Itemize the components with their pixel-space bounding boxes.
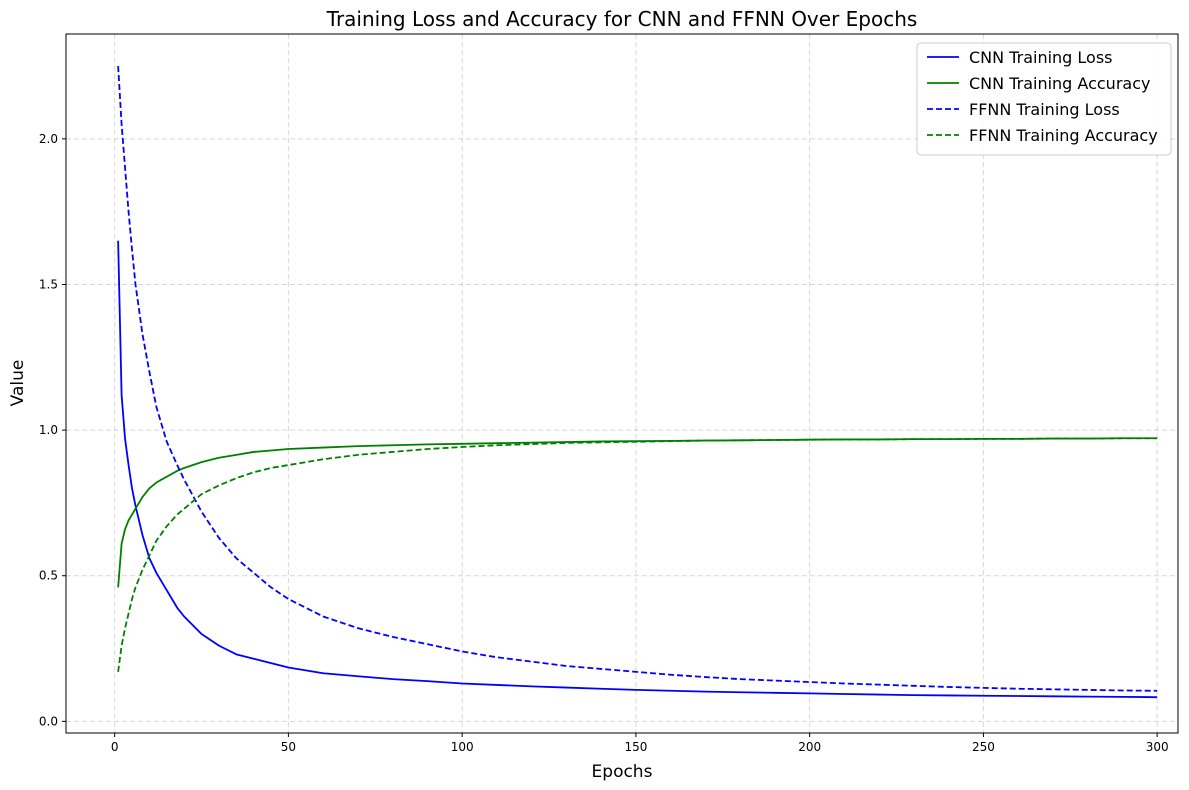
plot-frame (65, 33, 1179, 734)
chart-title: Training Loss and Accuracy for CNN and F… (326, 7, 918, 31)
x-tick-label: 100 (451, 740, 474, 754)
y-tick-label: 1.0 (39, 423, 58, 437)
x-tick-label: 300 (1146, 740, 1169, 754)
y-axis-label: Value (8, 360, 28, 407)
series-layer (117, 65, 1158, 699)
legend-box (916, 42, 1172, 156)
x-tick-label: 0 (111, 740, 119, 754)
y-tick-label: 2.0 (39, 132, 58, 146)
y-tick-label: 0.5 (39, 569, 58, 583)
x-tick-label: 250 (972, 740, 995, 754)
series-line-4 (117, 437, 1158, 672)
tick-layer: 0 50 100 150 200 250 300 0.0 0.5 1.0 1.5 2.0 (39, 132, 1169, 754)
legend-label: CNN Training Loss (969, 48, 1113, 67)
series-line-3 (117, 65, 1158, 692)
y-tick-label: 1.5 (39, 277, 58, 291)
legend-label: FFNN Training Accuracy (969, 126, 1158, 145)
y-tick-label: 0.0 (39, 714, 58, 728)
legend-label: CNN Training Accuracy (969, 74, 1150, 93)
x-tick-label: 50 (281, 740, 296, 754)
legend: CNN Training Loss CNN Training Accuracy FF… (916, 42, 1172, 156)
x-tick-label: 150 (624, 740, 647, 754)
x-tick-label: 200 (798, 740, 821, 754)
legend-label: FFNN Training Loss (969, 100, 1120, 119)
series-line-1 (117, 240, 1158, 699)
x-axis-label: Epochs (592, 762, 653, 782)
